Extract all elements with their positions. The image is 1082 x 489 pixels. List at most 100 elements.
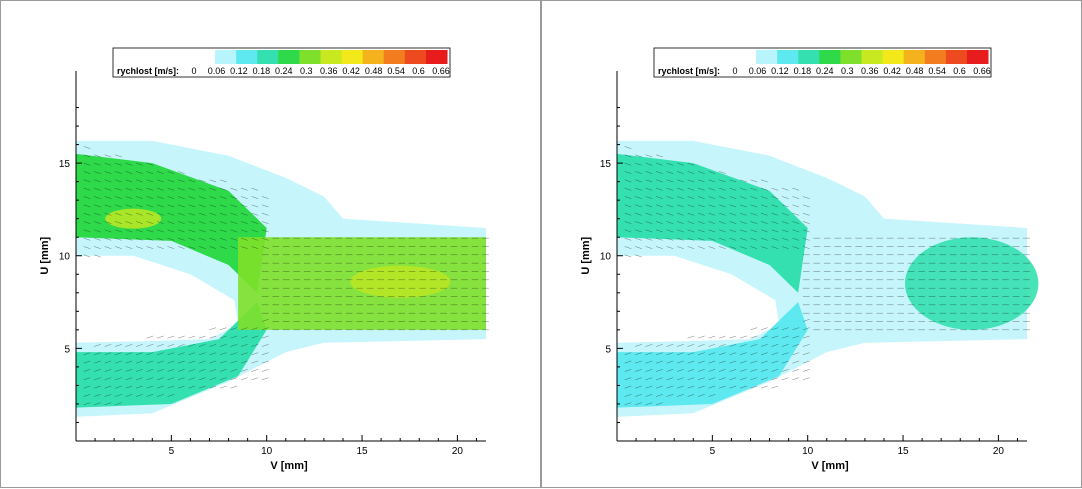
velocity-vector [240, 212, 248, 216]
velocity-vector [146, 179, 154, 183]
velocity-vector [230, 369, 238, 372]
velocity-vector [261, 319, 269, 322]
velocity-vector [771, 369, 779, 372]
velocity-vector [177, 204, 185, 208]
velocity-vector [708, 394, 716, 397]
velocity-vector [188, 204, 196, 208]
colorbar-swatch [840, 50, 862, 64]
velocity-vector [219, 237, 227, 241]
velocity-vector [708, 335, 716, 339]
velocity-vector [188, 237, 196, 241]
velocity-vector [760, 352, 768, 356]
velocity-vector [219, 344, 227, 347]
velocity-vector [708, 385, 716, 389]
velocity-vector [697, 187, 705, 191]
flow-core [105, 208, 162, 229]
velocity-vector [135, 377, 143, 381]
velocity-vector [729, 335, 737, 339]
velocity-vector [708, 344, 716, 347]
velocity-vector [167, 360, 175, 364]
velocity-vector [802, 369, 810, 372]
velocity-vector [83, 377, 91, 381]
velocity-vector [697, 237, 705, 241]
colorbar-swatch [194, 50, 216, 64]
velocity-vector [718, 246, 726, 249]
velocity-vector [656, 385, 663, 389]
velocity-vector [261, 377, 269, 381]
velocity-vector [718, 335, 726, 339]
velocity-vector [760, 221, 768, 224]
velocity-vector [261, 204, 269, 208]
velocity-vector [94, 385, 101, 389]
velocity-vector [760, 246, 768, 249]
velocity-vector [94, 196, 101, 199]
velocity-vector [687, 344, 695, 347]
velocity-vector [146, 394, 154, 397]
velocity-vector [781, 246, 789, 249]
velocity-vector [83, 221, 91, 224]
velocity-vector [708, 179, 716, 183]
velocity-vector [687, 187, 695, 191]
velocity-vector [240, 360, 248, 364]
velocity-vector [94, 402, 101, 406]
velocity-vector [83, 154, 91, 158]
velocity-vector [708, 221, 716, 224]
velocity-vector [198, 352, 206, 356]
velocity-vector [739, 335, 747, 339]
velocity-vector [729, 229, 737, 233]
velocity-vector [656, 204, 663, 208]
velocity-vector [687, 162, 695, 166]
velocity-vector [708, 377, 716, 381]
velocity-vector [792, 221, 800, 224]
colorbar-swatch [819, 50, 841, 64]
velocity-vector [188, 179, 196, 183]
velocity-vector [240, 204, 248, 208]
velocity-vector [687, 179, 695, 183]
velocity-vector [198, 335, 206, 339]
velocity-vector [230, 212, 238, 216]
velocity-vector [781, 204, 789, 208]
velocity-vector [104, 237, 112, 241]
velocity-vector [792, 246, 800, 249]
colorbar-swatch [945, 50, 968, 64]
velocity-vector [209, 196, 217, 199]
velocity-vector [771, 229, 779, 233]
velocity-vector [729, 344, 737, 347]
velocity-vector [802, 229, 810, 233]
colorbar-swatch [756, 50, 778, 64]
velocity-vector [261, 352, 269, 356]
velocity-vector [230, 327, 238, 331]
velocity-vector [656, 154, 663, 158]
velocity-vector [94, 369, 101, 372]
velocity-vector [125, 212, 133, 216]
velocity-vector [115, 246, 122, 249]
velocity-vector [697, 246, 705, 249]
velocity-vector [656, 229, 663, 233]
velocity-vector [135, 212, 143, 216]
colorbar-tick-label: 0.12 [230, 66, 248, 76]
velocity-vector [792, 212, 800, 216]
velocity-vector [802, 377, 810, 381]
velocity-vector [624, 179, 632, 183]
vector-field [624, 146, 1030, 406]
velocity-vector [792, 237, 800, 241]
velocity-vector [261, 246, 269, 249]
velocity-vector [209, 212, 217, 216]
velocity-vector [760, 369, 768, 372]
colorbar-tick-label: 0.54 [928, 66, 946, 76]
x-tick-label: 15 [897, 446, 909, 457]
velocity-vector [666, 162, 674, 166]
velocity-vector [645, 385, 653, 389]
velocity-vector [645, 204, 653, 208]
velocity-vector [230, 377, 238, 381]
velocity-vector [240, 246, 248, 249]
velocity-vector [146, 162, 154, 166]
velocity-vector [624, 196, 632, 199]
velocity-vector [209, 179, 217, 183]
velocity-vector [666, 212, 674, 216]
velocity-vector [635, 394, 642, 397]
colorbar-label: rychlost [m/s]: [658, 66, 720, 76]
colorbar-tick-label: 0.42 [883, 66, 901, 76]
velocity-vector [104, 369, 112, 372]
velocity-vector [177, 196, 185, 199]
